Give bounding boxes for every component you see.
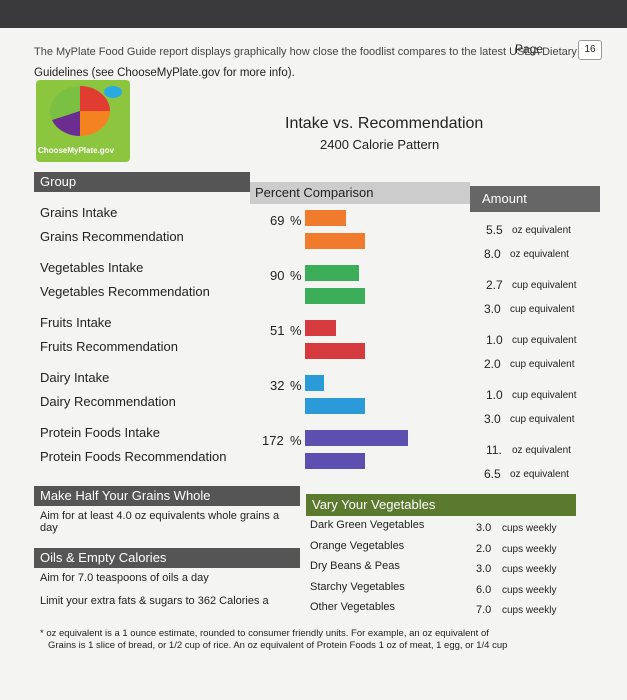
intake-unit: cup equivalent xyxy=(512,335,577,346)
rec-bar xyxy=(305,288,365,304)
veg-amount: 2.0 xyxy=(476,542,492,555)
rec-label: Protein Foods Recommendation xyxy=(40,449,227,464)
veg-amount: 7.0 xyxy=(476,604,492,616)
veg-unit: cups weekly xyxy=(502,523,557,534)
veg-unit: cups weekly xyxy=(502,605,557,616)
column-header: Percent Comparison xyxy=(250,182,470,204)
cup xyxy=(104,86,122,98)
intake-label: Protein Foods Intake xyxy=(40,425,160,440)
intake-amount: 1.0 xyxy=(486,333,503,347)
rec-label: Dairy Recommendation xyxy=(40,394,176,409)
footnote: Grains is 1 slice of bread, or 1/2 cup o… xyxy=(48,640,508,651)
intake-bar xyxy=(305,375,325,391)
top-band xyxy=(0,0,627,28)
intake-bar xyxy=(305,210,347,226)
percent-value: 69 xyxy=(270,213,285,228)
veg-name: Other Vegetables xyxy=(310,601,396,613)
veg-name: Dry Beans & Peas xyxy=(310,560,400,572)
percent-value: 172 xyxy=(262,433,284,448)
rec-bar xyxy=(305,453,365,469)
intake-amount: 2.7 xyxy=(486,278,503,292)
intro-line: Guidelines (see ChooseMyPlate.gov for mo… xyxy=(34,67,295,79)
rec-amount: 3.0 xyxy=(484,302,501,316)
rec-unit: cup equivalent xyxy=(510,414,575,425)
rec-unit: oz equivalent xyxy=(510,469,569,480)
percent-unit: % xyxy=(290,378,302,393)
rec-bar xyxy=(305,233,365,249)
page-label: Page xyxy=(515,42,544,56)
percent-unit: % xyxy=(290,213,302,228)
footnote: * oz equivalent is a 1 ounce estimate, r… xyxy=(40,628,489,639)
intake-amount: 1.0 xyxy=(486,388,503,402)
box-text: Limit your extra fats & sugars to 362 Ca… xyxy=(40,595,269,607)
box-text: Aim for 7.0 teaspoons of oils a day xyxy=(40,572,209,584)
intake-unit: oz equivalent xyxy=(512,445,571,456)
intake-amount: 11. xyxy=(486,443,502,457)
intro-line: The MyPlate Food Guide report displays g… xyxy=(34,46,577,58)
veg-amount: 3.0 xyxy=(476,522,492,534)
intake-bar xyxy=(305,320,336,336)
rec-amount: 3.0 xyxy=(484,412,501,426)
logo-text: ChooseMyPlate.gov xyxy=(38,146,115,155)
intake-bar xyxy=(305,265,359,281)
intake-label: Fruits Intake xyxy=(40,315,112,330)
veg-name: Dark Green Vegetables xyxy=(310,519,425,531)
percent-unit: % xyxy=(290,433,302,448)
intake-amount: 5.5 xyxy=(486,223,503,237)
veg-unit: cups weekly xyxy=(502,564,557,575)
veg-name: Orange Vegetables xyxy=(310,539,405,552)
intake-bar xyxy=(305,430,409,446)
intake-label: Dairy Intake xyxy=(40,370,110,385)
veg-amount: 6.0 xyxy=(476,583,492,596)
percent-unit: % xyxy=(290,268,302,283)
page-number: 16 xyxy=(578,40,602,60)
rec-bar xyxy=(305,398,365,414)
veg-amount: 3.0 xyxy=(476,563,492,575)
percent-value: 32 xyxy=(270,378,285,393)
rec-amount: 8.0 xyxy=(484,247,501,261)
rec-label: Fruits Recommendation xyxy=(40,339,178,354)
percent-value: 90 xyxy=(270,268,285,283)
percent-unit: % xyxy=(290,323,302,338)
intake-label: Vegetables Intake xyxy=(40,260,144,275)
plate xyxy=(50,86,110,136)
box-text: Aim for at least 4.0 oz equivalents whol… xyxy=(40,510,280,534)
intake-unit: cup equivalent xyxy=(512,280,577,291)
rec-label: Vegetables Recommendation xyxy=(40,284,210,299)
rec-unit: cup equivalent xyxy=(510,359,575,370)
veg-name: Starchy Vegetables xyxy=(310,580,405,593)
rec-amount: 6.5 xyxy=(484,467,501,481)
percent-value: 51 xyxy=(270,323,285,338)
veg-unit: cups weekly xyxy=(502,543,557,555)
rec-unit: cup equivalent xyxy=(510,304,575,315)
box-title: Oils & Empty Calories xyxy=(34,548,300,568)
column-header: Group xyxy=(34,172,250,192)
intake-label: Grains Intake xyxy=(40,205,118,220)
rec-label: Grains Recommendation xyxy=(40,229,184,244)
report-subtitle: 2400 Calorie Pattern xyxy=(320,137,440,152)
veg-unit: cups weekly xyxy=(502,584,557,596)
rec-amount: 2.0 xyxy=(484,357,501,371)
rec-bar xyxy=(305,343,365,359)
box-title: Vary Your Vegetables xyxy=(306,494,576,516)
column-header: Amount xyxy=(470,186,600,212)
box-title: Make Half Your Grains Whole xyxy=(34,486,300,506)
rec-unit: oz equivalent xyxy=(510,249,569,260)
intake-unit: oz equivalent xyxy=(512,225,571,236)
intake-unit: cup equivalent xyxy=(512,390,577,401)
report-title: Intake vs. Recommendation xyxy=(285,115,484,132)
